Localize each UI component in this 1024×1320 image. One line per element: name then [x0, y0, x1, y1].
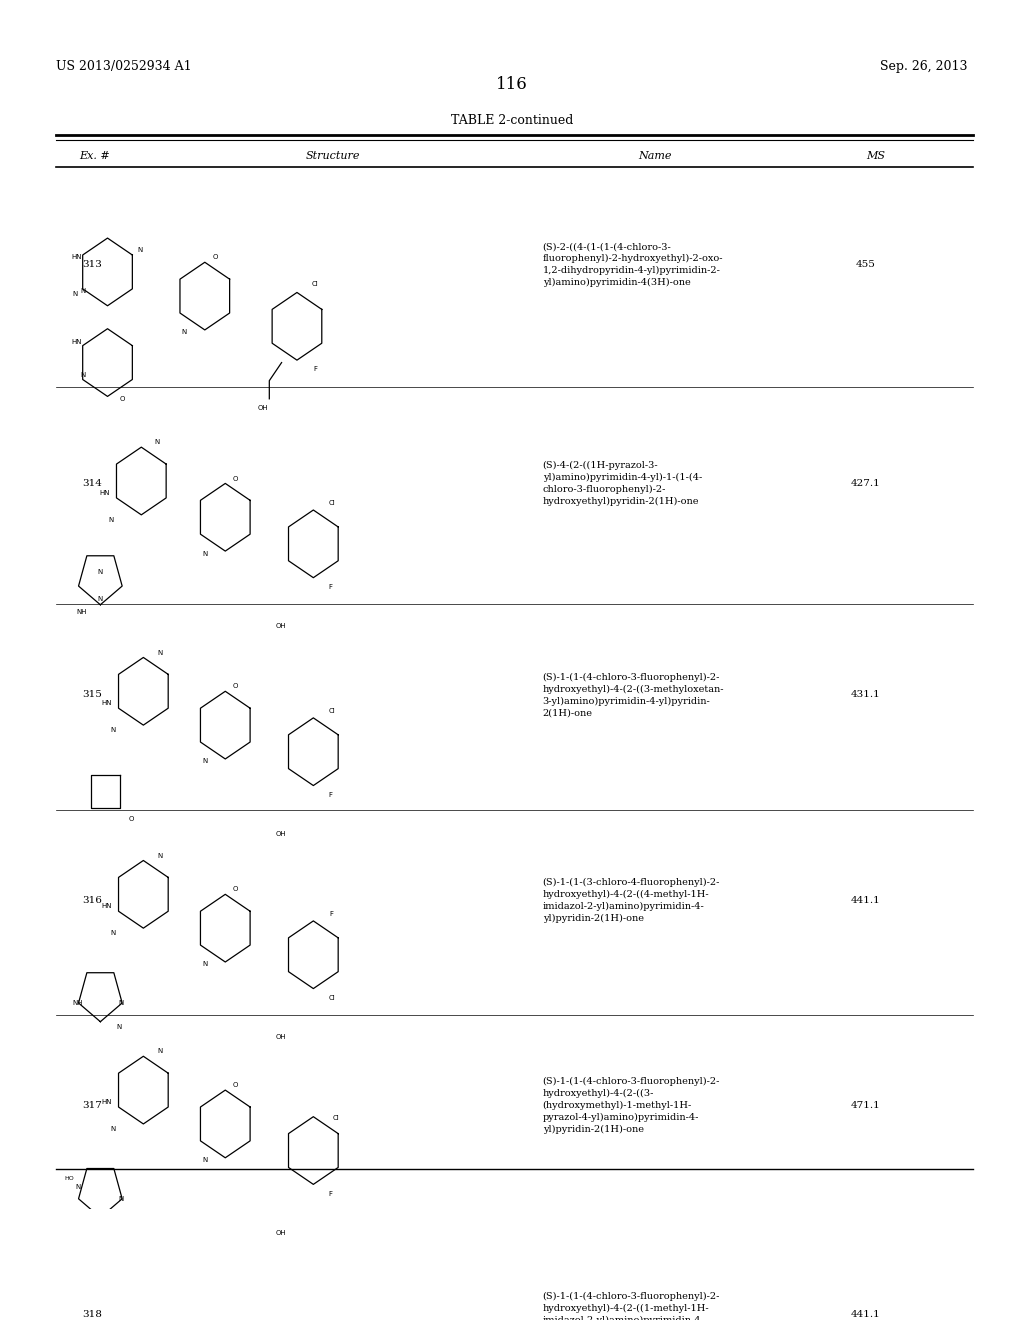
Text: Sep. 26, 2013: Sep. 26, 2013	[881, 59, 968, 73]
Text: TABLE 2-continued: TABLE 2-continued	[451, 115, 573, 127]
Text: N: N	[116, 1024, 122, 1030]
Text: N: N	[75, 1184, 81, 1189]
Text: N: N	[157, 1048, 163, 1055]
Text: N: N	[118, 1001, 124, 1006]
Text: N: N	[118, 1196, 124, 1203]
Text: O: O	[232, 475, 239, 482]
Text: HO: HO	[65, 1176, 75, 1181]
Text: Ex. #: Ex. #	[79, 150, 110, 161]
Text: N: N	[80, 372, 86, 378]
Text: Cl: Cl	[333, 1115, 339, 1121]
Text: NH: NH	[77, 609, 87, 615]
Text: NH: NH	[73, 1001, 83, 1006]
Text: OH: OH	[275, 623, 286, 630]
Text: N: N	[181, 330, 187, 335]
Text: N: N	[97, 597, 103, 602]
Text: N: N	[202, 1158, 208, 1163]
Text: 315: 315	[82, 690, 102, 700]
Text: OH: OH	[275, 1230, 286, 1236]
Text: 317: 317	[82, 1101, 102, 1110]
Text: O: O	[119, 396, 125, 401]
Text: Name: Name	[639, 150, 672, 161]
Text: Cl: Cl	[312, 281, 318, 286]
Text: 313: 313	[82, 260, 102, 269]
Text: N: N	[110, 727, 116, 733]
Text: F: F	[329, 585, 333, 590]
Text: 441.1: 441.1	[850, 1309, 881, 1319]
Text: 471.1: 471.1	[850, 1101, 881, 1110]
Text: O: O	[232, 887, 239, 892]
Text: N: N	[202, 961, 208, 968]
Text: N: N	[154, 440, 160, 445]
Text: N: N	[110, 931, 116, 936]
Text: F: F	[313, 366, 317, 372]
Text: O: O	[232, 684, 239, 689]
Text: HN: HN	[99, 490, 110, 496]
Text: N: N	[137, 247, 143, 252]
Text: HN: HN	[101, 701, 112, 706]
Text: Structure: Structure	[305, 150, 360, 161]
Text: 455: 455	[855, 260, 876, 269]
Text: O: O	[232, 1082, 239, 1088]
Text: Cl: Cl	[329, 500, 335, 506]
Text: 427.1: 427.1	[850, 479, 881, 488]
Text: 314: 314	[82, 479, 102, 488]
Text: N: N	[108, 516, 114, 523]
Text: US 2013/0252934 A1: US 2013/0252934 A1	[56, 59, 191, 73]
Text: MS: MS	[866, 150, 885, 161]
Text: N: N	[157, 649, 163, 656]
Text: O: O	[128, 816, 134, 822]
Text: N: N	[97, 569, 103, 574]
Text: 316: 316	[82, 896, 102, 906]
Text: HN: HN	[72, 339, 82, 345]
Text: (S)-4-(2-((1H-pyrazol-3-
yl)amino)pyrimidin-4-yl)-1-(1-(4-
chloro-3-fluorophenyl: (S)-4-(2-((1H-pyrazol-3- yl)amino)pyrimi…	[543, 461, 702, 506]
Text: N: N	[80, 288, 86, 294]
Text: Cl: Cl	[329, 708, 335, 714]
Text: OH: OH	[275, 830, 286, 837]
Text: HN: HN	[101, 1100, 112, 1105]
Text: O: O	[212, 255, 218, 260]
Text: (S)-1-(1-(4-chloro-3-fluorophenyl)-2-
hydroxyethyl)-4-(2-((3-methyloxetan-
3-yl): (S)-1-(1-(4-chloro-3-fluorophenyl)-2- hy…	[543, 672, 724, 717]
Text: OH: OH	[258, 405, 268, 412]
Text: (S)-2-((4-(1-(1-(4-chloro-3-
fluorophenyl)-2-hydroxyethyl)-2-oxo-
1,2-dihydropyr: (S)-2-((4-(1-(1-(4-chloro-3- fluoropheny…	[543, 242, 723, 288]
Text: 116: 116	[496, 77, 528, 94]
Text: (S)-1-(1-(3-chloro-4-fluorophenyl)-2-
hydroxyethyl)-4-(2-((4-methyl-1H-
imidazol: (S)-1-(1-(3-chloro-4-fluorophenyl)-2- hy…	[543, 878, 720, 923]
Text: HN: HN	[101, 903, 112, 909]
Text: F: F	[329, 1191, 333, 1197]
Text: N: N	[72, 292, 78, 297]
Text: 318: 318	[82, 1309, 102, 1319]
Text: Cl: Cl	[329, 995, 335, 1002]
Text: F: F	[329, 792, 333, 799]
Text: N: N	[157, 853, 163, 858]
Text: (S)-1-(1-(4-chloro-3-fluorophenyl)-2-
hydroxyethyl)-4-(2-((3-
(hydroxymethyl)-1-: (S)-1-(1-(4-chloro-3-fluorophenyl)-2- hy…	[543, 1077, 720, 1134]
Text: HN: HN	[72, 255, 82, 260]
Text: (S)-1-(1-(4-chloro-3-fluorophenyl)-2-
hydroxyethyl)-4-(2-((1-methyl-1H-
imidazol: (S)-1-(1-(4-chloro-3-fluorophenyl)-2- hy…	[543, 1292, 720, 1320]
Text: N: N	[110, 1126, 116, 1131]
Text: 431.1: 431.1	[850, 690, 881, 700]
Text: N: N	[202, 550, 208, 557]
Text: N: N	[202, 759, 208, 764]
Text: F: F	[330, 911, 334, 916]
Text: OH: OH	[275, 1034, 286, 1040]
Text: 441.1: 441.1	[850, 896, 881, 906]
